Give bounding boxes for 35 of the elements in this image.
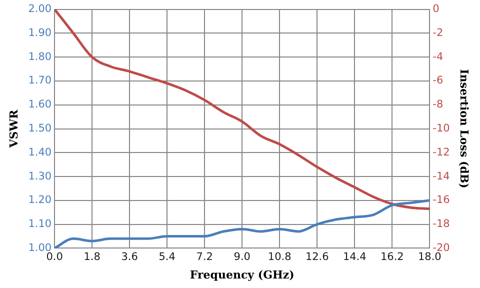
y-tick-label: 1.50 bbox=[28, 122, 52, 134]
y-tick-label: 1.90 bbox=[28, 26, 52, 39]
x-tick-label: 5.4 bbox=[158, 251, 176, 264]
y2-tick-label: -14 bbox=[432, 170, 450, 182]
x-axis-title: Frequency (GHz) bbox=[190, 268, 294, 282]
y2-tick-label: -18 bbox=[432, 218, 450, 230]
y2-tick-label: -4 bbox=[432, 50, 444, 63]
y2-tick-label: -16 bbox=[432, 194, 450, 206]
x-tick-label: 9.0 bbox=[234, 251, 250, 264]
x-tick-label: 1.8 bbox=[84, 251, 100, 264]
x-tick-label: 7.2 bbox=[196, 251, 213, 264]
x-tick-label: 0.0 bbox=[46, 251, 63, 264]
y-axis-title: VSWR bbox=[7, 108, 20, 149]
x-tick-label: 18.0 bbox=[418, 251, 442, 264]
y-tick-label: 2.00 bbox=[28, 3, 52, 16]
y-tick-label: 1.60 bbox=[28, 98, 52, 111]
y2-tick-label: 0 bbox=[432, 3, 440, 16]
y2-tick-label: -10 bbox=[432, 122, 450, 134]
y2-axis-title: Insertion Loss (dB) bbox=[458, 69, 471, 188]
y2-tick-label: -12 bbox=[432, 146, 450, 158]
y-tick-label: 1.70 bbox=[28, 74, 52, 87]
y2-tick-label: -6 bbox=[432, 74, 444, 87]
y-tick-label: 1.10 bbox=[28, 218, 52, 230]
y-tick-label: 1.20 bbox=[28, 194, 52, 206]
x-tick-label: 12.6 bbox=[305, 251, 330, 264]
y-tick-label: 1.80 bbox=[28, 50, 52, 63]
y-tick-label: 1.30 bbox=[28, 170, 52, 182]
x-tick-label: 10.8 bbox=[268, 251, 292, 264]
x-tick-label: 14.4 bbox=[342, 251, 367, 264]
x-tick-label: 16.2 bbox=[380, 251, 404, 264]
y-tick-label: 1.40 bbox=[28, 146, 52, 158]
x-tick-label: 3.6 bbox=[121, 251, 138, 264]
y2-tick-label: -2 bbox=[432, 26, 444, 39]
line-series bbox=[54, 199, 430, 248]
y2-tick-label: -8 bbox=[432, 98, 444, 111]
